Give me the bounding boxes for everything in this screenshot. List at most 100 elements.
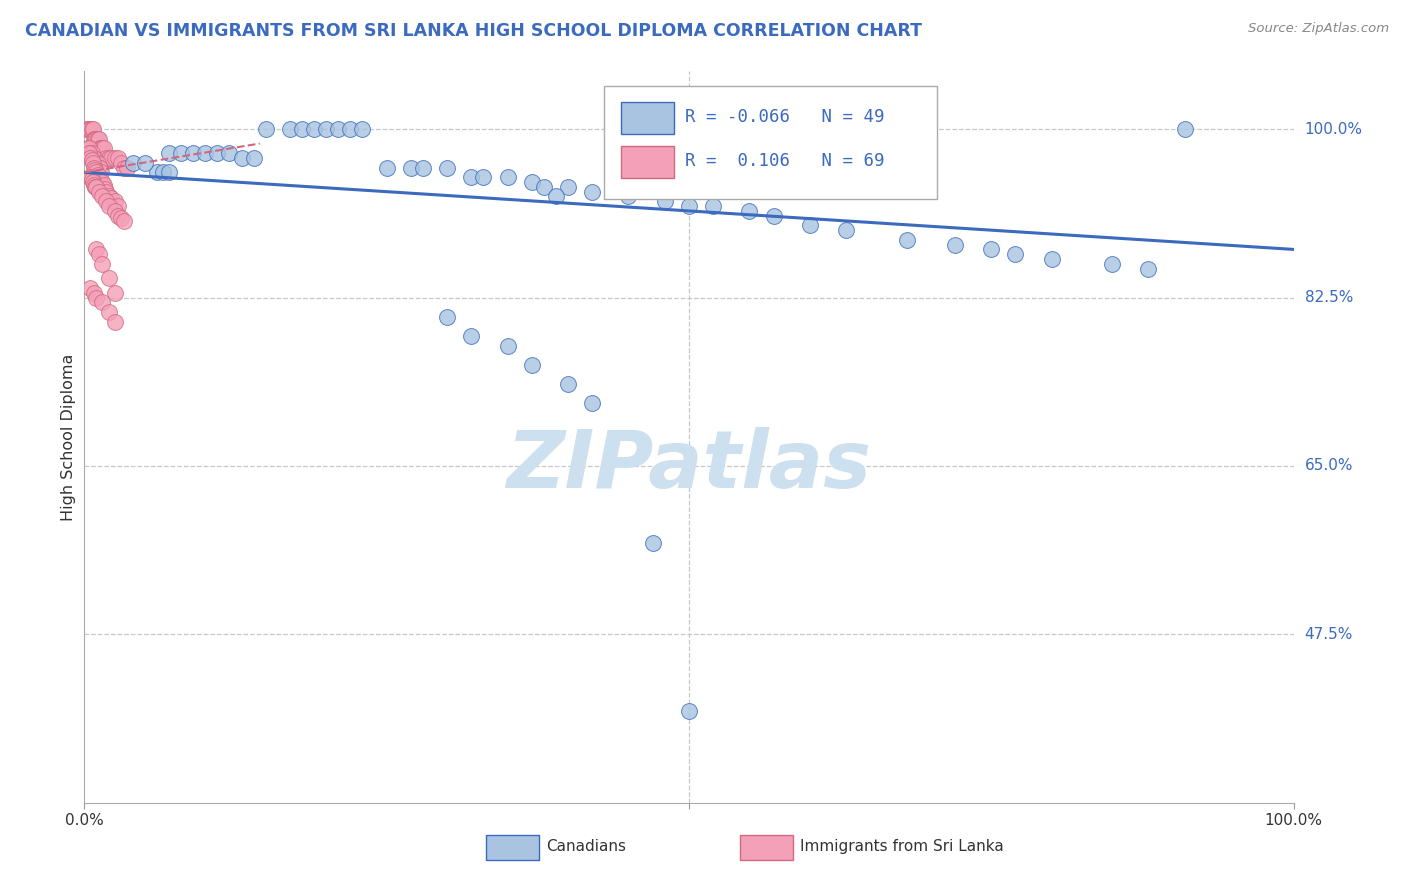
Point — [110, 155, 132, 169]
Point — [82, 155, 104, 169]
Point — [79, 170, 101, 185]
Point — [86, 132, 108, 146]
Point — [82, 122, 104, 136]
Point — [641, 536, 664, 550]
Text: Immigrants from Sri Lanka: Immigrants from Sri Lanka — [800, 839, 1004, 855]
Point — [152, 165, 174, 179]
Point — [112, 213, 135, 227]
Point — [84, 179, 107, 194]
Point — [83, 132, 105, 146]
Point — [97, 189, 120, 203]
Point — [157, 146, 180, 161]
Point — [107, 151, 129, 165]
Point — [79, 122, 101, 136]
Point — [134, 155, 156, 169]
Text: 47.5%: 47.5% — [1305, 627, 1353, 642]
Point — [328, 122, 350, 136]
Point — [104, 315, 127, 329]
Point — [86, 165, 108, 179]
Point — [90, 141, 112, 155]
Point — [181, 146, 204, 161]
Point — [80, 172, 103, 186]
Point — [80, 146, 103, 161]
Point — [91, 295, 114, 310]
Point — [77, 146, 100, 161]
Point — [104, 151, 127, 165]
Point — [83, 285, 105, 300]
Point — [86, 169, 108, 183]
Point — [315, 122, 337, 136]
Point — [83, 161, 105, 175]
FancyBboxPatch shape — [486, 835, 538, 860]
Point — [254, 122, 277, 136]
Point — [1174, 122, 1197, 136]
Point — [77, 122, 100, 136]
Point — [460, 329, 482, 343]
Point — [77, 141, 100, 155]
Point — [436, 310, 458, 324]
Point — [520, 175, 543, 189]
Point — [207, 146, 229, 161]
Text: ZIPatlas: ZIPatlas — [506, 427, 872, 506]
Point — [94, 185, 117, 199]
Point — [799, 219, 821, 233]
Point — [412, 161, 434, 175]
Point — [399, 161, 422, 175]
Point — [835, 223, 858, 237]
Point — [472, 170, 495, 185]
Point — [581, 185, 603, 199]
Point — [76, 122, 98, 136]
FancyBboxPatch shape — [621, 102, 675, 135]
Point — [496, 338, 519, 352]
Point — [83, 178, 105, 192]
Point — [79, 281, 101, 295]
Point — [231, 151, 253, 165]
Point — [86, 243, 108, 257]
Point — [89, 141, 111, 155]
Point — [146, 165, 169, 179]
Point — [97, 151, 120, 165]
Text: 82.5%: 82.5% — [1305, 290, 1353, 305]
Point — [104, 285, 127, 300]
Point — [86, 179, 108, 194]
FancyBboxPatch shape — [740, 835, 793, 860]
Point — [278, 122, 301, 136]
Point — [194, 146, 217, 161]
Point — [86, 132, 108, 146]
Text: R = -0.066   N = 49: R = -0.066 N = 49 — [685, 109, 884, 127]
Point — [84, 132, 107, 146]
Text: Canadians: Canadians — [547, 839, 626, 855]
Point — [1040, 252, 1063, 266]
Point — [82, 151, 104, 165]
Point — [678, 199, 700, 213]
FancyBboxPatch shape — [621, 146, 675, 178]
Point — [90, 165, 112, 179]
Point — [104, 194, 127, 209]
Point — [84, 162, 107, 177]
Point — [110, 211, 132, 225]
Point — [86, 155, 108, 169]
Point — [157, 165, 180, 179]
Point — [91, 141, 114, 155]
Point — [520, 358, 543, 372]
Point — [93, 178, 115, 192]
Point — [86, 291, 108, 305]
Point — [89, 161, 111, 175]
Point — [738, 203, 761, 218]
Point — [436, 161, 458, 175]
Point — [112, 161, 135, 175]
Point — [79, 151, 101, 165]
Point — [581, 396, 603, 410]
Point — [1137, 261, 1160, 276]
Point — [77, 122, 100, 136]
Point — [97, 271, 120, 285]
Point — [94, 182, 117, 196]
Point — [93, 141, 115, 155]
Point — [557, 179, 579, 194]
Point — [87, 247, 110, 261]
Point — [352, 122, 374, 136]
Point — [77, 141, 100, 155]
Point — [91, 189, 114, 203]
Point — [87, 161, 110, 175]
Point — [80, 153, 103, 167]
